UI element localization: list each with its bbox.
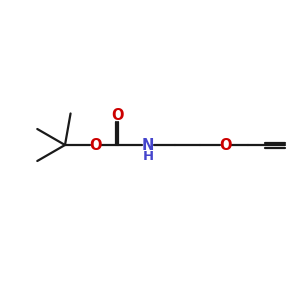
Text: O: O <box>112 107 124 122</box>
Text: O: O <box>89 137 101 152</box>
Text: N: N <box>142 137 154 152</box>
Text: H: H <box>142 149 154 163</box>
Text: O: O <box>219 137 231 152</box>
